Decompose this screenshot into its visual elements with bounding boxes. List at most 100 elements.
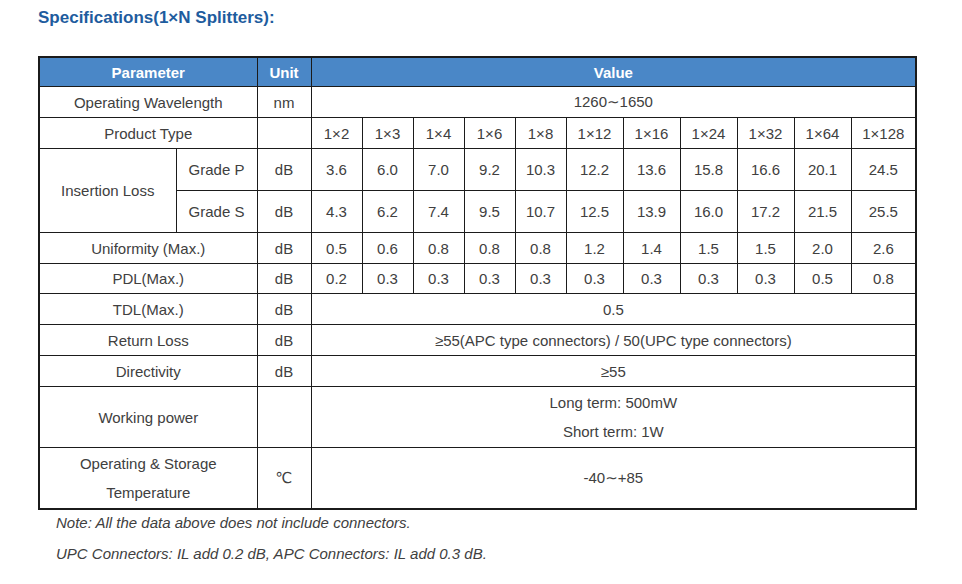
pdl-value-cell: 0.5 [794,264,851,294]
pdl-value-cell: 0.3 [566,264,623,294]
product-type-cell: 1×128 [851,118,916,149]
unit-cell: dB [257,356,311,387]
product-type-cell: 1×4 [413,118,464,149]
uniformity-value-cell: 1.4 [623,233,680,264]
uniformity-value-cell: 1.2 [566,233,623,264]
value-cell-return-loss: ≥55(APC type connectors) / 50(UPC type c… [311,325,916,356]
temperature-label-line1: Operating & Storage [41,449,256,478]
value-cell-temperature-range: -40∼+85 [311,448,916,510]
header-value: Value [311,57,916,87]
row-temperature: Operating & Storage Temperature ℃ -40∼+8… [39,448,916,510]
note-il-add: UPC Connectors: IL add 0.2 dB, APC Conne… [56,545,487,562]
pdl-value-cell: 0.3 [362,264,413,294]
unit-cell: dB [257,149,311,191]
header-unit: Unit [257,57,311,87]
grade-p-value-cell: 13.6 [623,149,680,191]
product-type-cell: 1×24 [680,118,737,149]
param-label-product-type: Product Type [39,118,257,149]
row-directivity: Directivity dB ≥55 [39,356,916,387]
unit-cell: dB [257,325,311,356]
row-product-type: Product Type 1×21×31×41×61×81×121×161×24… [39,118,916,149]
page: Specifications(1×N Splitters): Parameter… [0,0,962,584]
grade-p-value-cell: 7.0 [413,149,464,191]
working-power-short-term: Short term: 1W [313,417,915,446]
uniformity-value-cell: 1.5 [737,233,794,264]
header-parameter: Parameter [39,57,257,87]
unit-cell-empty [257,387,311,448]
grade-p-value-cell: 3.6 [311,149,362,191]
uniformity-value-cell: 2.0 [794,233,851,264]
value-cell-wavelength-range: 1260∼1650 [311,87,916,118]
param-label-tdl: TDL(Max.) [39,294,257,325]
grade-s-value-cell: 21.5 [794,191,851,233]
grade-p-value-cell: 20.1 [794,149,851,191]
notes-section: Note: All the data above does not includ… [56,514,487,576]
working-power-long-term: Long term: 500mW [313,388,915,417]
uniformity-value-cell: 0.8 [413,233,464,264]
grade-p-value-cell: 10.3 [515,149,566,191]
grade-p-value-cell: 24.5 [851,149,916,191]
pdl-value-cell: 0.3 [680,264,737,294]
sub-label-grade-p: Grade P [176,149,257,191]
unit-cell-empty [257,118,311,149]
unit-cell: dB [257,233,311,264]
pdl-value-cell: 0.8 [851,264,916,294]
unit-cell: dB [257,264,311,294]
page-title: Specifications(1×N Splitters): [38,8,275,28]
value-cell-directivity: ≥55 [311,356,916,387]
product-type-cell: 1×64 [794,118,851,149]
temperature-label-line2: Temperature [41,478,256,507]
product-type-cell: 1×8 [515,118,566,149]
row-return-loss: Return Loss dB ≥55(APC type connectors) … [39,325,916,356]
grade-s-value-cell: 12.5 [566,191,623,233]
row-insertion-loss-grade-p: Insertion Loss Grade P dB 3.66.07.09.210… [39,149,916,191]
grade-p-value-cell: 9.2 [464,149,515,191]
note-connectors: Note: All the data above does not includ… [56,514,487,531]
grade-s-value-cell: 16.0 [680,191,737,233]
unit-cell: dB [257,294,311,325]
uniformity-value-cell: 2.6 [851,233,916,264]
row-pdl: PDL(Max.) dB 0.20.30.30.30.30.30.30.30.3… [39,264,916,294]
spec-table: Parameter Unit Value Operating Wavelengt… [38,56,917,510]
sub-label-grade-s: Grade S [176,191,257,233]
value-cell-tdl: 0.5 [311,294,916,325]
grade-s-value-cell: 13.9 [623,191,680,233]
pdl-value-cell: 0.3 [413,264,464,294]
grade-p-value-cell: 16.6 [737,149,794,191]
product-type-cell: 1×32 [737,118,794,149]
param-label-operating-wavelength: Operating Wavelength [39,87,257,118]
uniformity-value-cell: 0.5 [311,233,362,264]
product-type-cell: 1×2 [311,118,362,149]
pdl-value-cell: 0.3 [515,264,566,294]
row-tdl: TDL(Max.) dB 0.5 [39,294,916,325]
uniformity-value-cell: 0.8 [464,233,515,264]
row-uniformity: Uniformity (Max.) dB 0.50.60.80.80.81.21… [39,233,916,264]
pdl-value-cell: 0.2 [311,264,362,294]
param-label-pdl: PDL(Max.) [39,264,257,294]
param-label-return-loss: Return Loss [39,325,257,356]
param-label-uniformity: Uniformity (Max.) [39,233,257,264]
grade-s-value-cell: 9.5 [464,191,515,233]
table-header-row: Parameter Unit Value [39,57,916,87]
pdl-value-cell: 0.3 [737,264,794,294]
grade-p-value-cell: 15.8 [680,149,737,191]
pdl-value-cell: 0.3 [623,264,680,294]
product-type-cell: 1×16 [623,118,680,149]
grade-p-value-cell: 12.2 [566,149,623,191]
unit-cell: nm [257,87,311,118]
value-cell-working-power: Long term: 500mW Short term: 1W [311,387,916,448]
param-label-insertion-loss: Insertion Loss [39,149,176,233]
grade-s-value-cell: 7.4 [413,191,464,233]
unit-cell: dB [257,191,311,233]
grade-s-value-cell: 17.2 [737,191,794,233]
uniformity-value-cell: 1.5 [680,233,737,264]
grade-p-value-cell: 6.0 [362,149,413,191]
grade-s-value-cell: 4.3 [311,191,362,233]
row-operating-wavelength: Operating Wavelength nm 1260∼1650 [39,87,916,118]
uniformity-value-cell: 0.8 [515,233,566,264]
pdl-value-cell: 0.3 [464,264,515,294]
unit-cell-celsius: ℃ [257,448,311,510]
row-working-power: Working power Long term: 500mW Short ter… [39,387,916,448]
grade-s-value-cell: 6.2 [362,191,413,233]
grade-s-value-cell: 25.5 [851,191,916,233]
